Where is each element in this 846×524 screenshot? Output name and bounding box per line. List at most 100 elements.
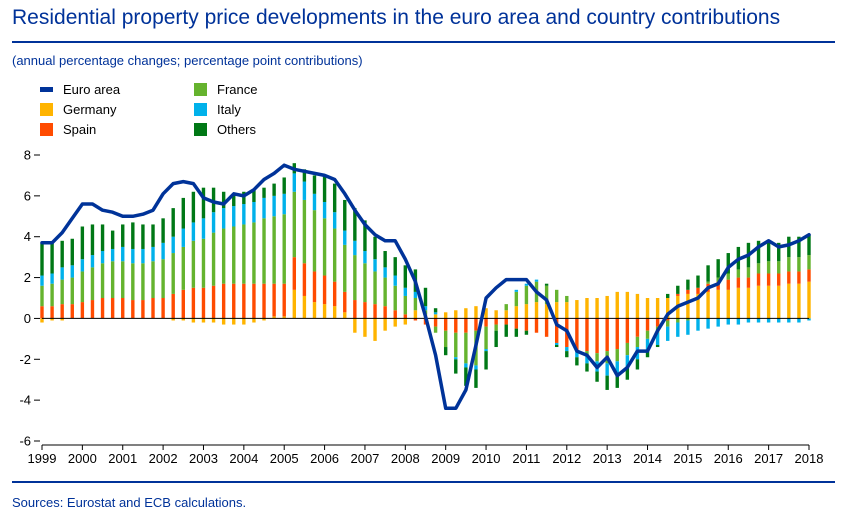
bar-italy — [807, 318, 811, 321]
bar-spain — [655, 318, 660, 327]
bar-germany — [171, 318, 175, 321]
bar-others — [585, 363, 589, 372]
bar-france — [383, 277, 387, 307]
bar-spain — [373, 304, 377, 319]
bar-others — [272, 183, 276, 196]
bar-spain — [494, 318, 498, 325]
bar-spain — [625, 318, 630, 343]
bar-spain — [464, 318, 468, 333]
bar-others — [575, 357, 579, 366]
bar-italy — [726, 318, 730, 325]
bar-france — [686, 318, 690, 321]
bar-germany — [403, 318, 408, 325]
bar-italy — [474, 365, 478, 370]
bar-spain — [161, 298, 165, 319]
bar-italy — [676, 322, 680, 337]
bar-france — [272, 216, 276, 284]
bar-others — [80, 226, 85, 260]
bar-italy — [191, 222, 196, 241]
bar-italy — [655, 332, 660, 345]
bar-others — [282, 177, 286, 194]
x-axis: 1999 2000 2001 2002 2003 2004 2005 2006 2007 2008… — [28, 317, 823, 466]
bar-germany — [464, 308, 468, 319]
bar-france — [242, 224, 246, 284]
bar-spain — [504, 318, 508, 325]
bar-others — [322, 175, 327, 202]
bar-france — [332, 228, 337, 282]
bar-france — [312, 210, 317, 272]
bar-germany — [211, 318, 216, 323]
bar-others — [666, 293, 670, 298]
bar-others — [797, 236, 801, 258]
bar-germany — [777, 285, 781, 319]
bar-italy — [302, 181, 307, 200]
bar-others — [706, 265, 710, 282]
bar-italy — [343, 230, 347, 245]
bar-france — [777, 261, 781, 274]
bar-others — [181, 197, 185, 229]
bar-germany — [302, 295, 307, 319]
bar-germany — [504, 310, 508, 319]
bar-france — [403, 295, 408, 315]
bar-italy — [60, 267, 64, 280]
bar-france — [807, 255, 811, 270]
bar-others — [100, 224, 105, 252]
bar-others — [544, 283, 549, 286]
bar-italy — [605, 363, 609, 376]
bar-italy — [534, 279, 539, 282]
bar-spain — [201, 287, 206, 319]
bar-spain — [484, 318, 488, 327]
x-tick-label: 2009 — [431, 451, 460, 466]
bar-france — [443, 330, 448, 348]
bar-italy — [625, 355, 630, 368]
bar-france — [787, 257, 791, 272]
bar-italy — [262, 197, 266, 219]
bar-france — [454, 332, 458, 358]
y-tick-label: -2 — [19, 352, 31, 367]
bar-france — [343, 244, 347, 292]
bar-spain — [716, 281, 720, 290]
x-tick-label: 2017 — [754, 451, 783, 466]
bar-spain — [110, 298, 115, 319]
legend-item-euro-area: Euro area — [40, 80, 120, 98]
bar-spain — [211, 285, 216, 319]
y-tick-label: -6 — [19, 434, 31, 449]
bar-others — [60, 240, 64, 268]
y-tick-label: 8 — [24, 148, 31, 163]
bar-germany — [343, 312, 347, 319]
chart-title: Residential property price developments … — [12, 6, 781, 29]
bar-italy — [272, 195, 276, 217]
bar-others — [686, 279, 690, 290]
bar-others — [726, 253, 730, 274]
bar-france — [676, 318, 680, 323]
bar-italy — [393, 275, 397, 286]
bar-germany — [585, 298, 589, 319]
bar-italy — [514, 289, 519, 292]
bar-france — [766, 261, 771, 274]
bar-italy — [242, 204, 246, 225]
bar-spain — [676, 293, 680, 296]
bar-germany — [272, 316, 276, 319]
bar-france — [746, 267, 751, 278]
bar-others — [373, 236, 377, 260]
bar-others — [40, 242, 44, 276]
bar-germany — [201, 318, 206, 323]
legend-swatch-italy — [194, 102, 207, 116]
bar-france — [221, 228, 226, 284]
bar-others — [353, 208, 357, 241]
bar-spain — [756, 273, 761, 286]
bar-france — [595, 353, 599, 362]
bar-spain — [353, 300, 357, 319]
bar-france — [585, 351, 589, 356]
bar-others — [645, 351, 650, 358]
x-tick-label: 2002 — [149, 451, 178, 466]
bar-germany — [615, 291, 619, 319]
bar-italy — [282, 193, 286, 215]
y-tick-label: 2 — [24, 270, 31, 285]
bar-italy — [524, 283, 529, 286]
bar-italy — [332, 212, 337, 229]
bar-spain — [383, 306, 387, 319]
legend-label-france: France — [217, 81, 258, 97]
bar-others — [131, 222, 135, 249]
bar-italy — [777, 318, 781, 323]
